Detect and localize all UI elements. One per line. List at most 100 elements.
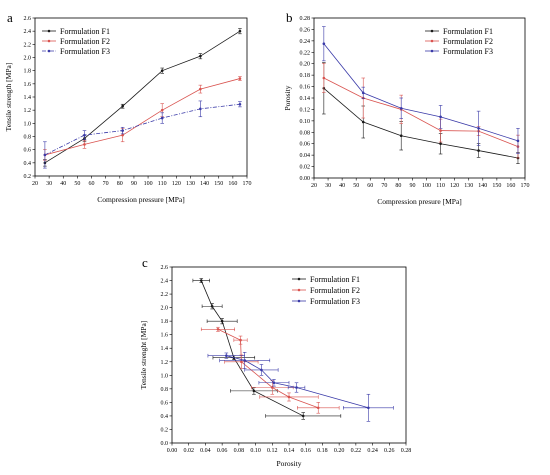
x-tick-label: 50: [353, 183, 359, 189]
legend-label: Formulation F2: [443, 37, 493, 46]
legend-marker: [297, 277, 301, 281]
x-tick-label: 60: [367, 183, 373, 189]
data-point: [199, 107, 202, 111]
x-tick-label: 140: [478, 183, 487, 189]
data-point: [238, 29, 242, 33]
y-tick-label: 0.06: [300, 142, 311, 148]
plot-frame: [313, 17, 526, 179]
x-tick-label: 110: [436, 183, 445, 189]
y-tick-label: 1.6: [161, 333, 169, 339]
x-tick-label: 70: [381, 183, 387, 189]
y-tick-label: 0.10: [300, 119, 311, 125]
y-tick-label: 0.4: [24, 161, 32, 167]
x-tick-label: 30: [325, 183, 331, 189]
data-point: [516, 139, 520, 143]
y-tick-label: 2.0: [24, 56, 32, 62]
series-F1: [322, 62, 520, 165]
x-tick-label: 100: [422, 183, 431, 189]
x-tick-label: 0.00: [167, 448, 178, 454]
legend-label: Formulation F3: [60, 47, 110, 56]
panel-b: 20 30 40 50 60 70 80 90 100 110 120 130 140 150 160 170…: [283, 10, 530, 206]
legend-marker: [47, 29, 51, 33]
data-point: [439, 129, 442, 132]
y-tick-label: 0.18: [300, 73, 311, 79]
y-tick-label: 0.22: [300, 50, 311, 56]
legend-marker: [47, 49, 51, 53]
data-point: [83, 143, 86, 146]
data-point: [260, 368, 263, 372]
legend-item: Formulation F1: [425, 27, 493, 36]
legend-item: Formulation F3: [292, 297, 360, 306]
x-tick-label: 0.14: [284, 448, 295, 454]
data-point: [160, 116, 164, 120]
y-tick-label: 0.2: [161, 427, 169, 433]
x-tick-label: 170: [521, 183, 530, 189]
x-tick-label: 20: [311, 183, 317, 189]
x-tick-label: 140: [200, 181, 209, 187]
data-point: [439, 115, 442, 119]
legend-item: Formulation F1: [292, 275, 360, 284]
panel-a: 20 30 40 50 60 70 80 90 100 110 120 130 140 150 160 170…: [4, 10, 252, 204]
y-tick-label: 0.6: [161, 400, 169, 406]
panel-c: 0.00 0.02 0.04 0.06 0.08 0.10 0.12 0.14 0.16 0.18…: [139, 255, 411, 468]
x-tick-label: 0.06: [217, 448, 228, 454]
series-F3: [43, 100, 242, 169]
x-tick-label: 20: [32, 181, 38, 187]
x-tick-label: 0.12: [267, 448, 278, 454]
x-tick-label: 0.18: [317, 448, 328, 454]
data-point: [287, 395, 291, 399]
data-point: [399, 134, 403, 138]
data-point: [238, 77, 242, 80]
x-tick-label: 120: [450, 183, 459, 189]
x-tick-label: 110: [158, 181, 167, 187]
y-tick-label: 0.8: [24, 135, 32, 141]
data-point: [272, 381, 276, 385]
data-point: [199, 87, 202, 91]
legend-label: Formulation F1: [60, 27, 110, 36]
series-F3: [322, 26, 520, 154]
y-tick-label: 0.00: [300, 176, 311, 182]
y-axis-label: Tensile strenght [MPa]: [139, 321, 148, 390]
y-tick-label: 0.2: [24, 174, 32, 180]
legend-marker: [297, 288, 301, 292]
y-tick-label: 2.4: [161, 279, 169, 285]
data-point: [252, 389, 256, 393]
y-tick-label: 0.04: [300, 153, 311, 159]
legend-label: Formulation F2: [60, 37, 110, 46]
legend-marker: [47, 39, 51, 43]
data-point: [301, 414, 305, 418]
series-line: [323, 77, 519, 147]
data-point: [439, 142, 442, 146]
data-point: [220, 319, 224, 323]
x-tick-label: 150: [492, 183, 501, 189]
panel-letter: b: [286, 10, 293, 25]
data-point: [270, 386, 274, 389]
x-tick-label: 170: [243, 181, 252, 187]
y-tick-label: 2.0: [161, 306, 169, 312]
y-tick-label: 0.24: [300, 39, 311, 45]
series-line: [217, 328, 319, 409]
legend-label: Formulation F2: [310, 286, 360, 295]
y-tick-label: 2.6: [161, 265, 169, 271]
y-tick-label: 0.16: [300, 85, 311, 91]
y-tick-label: 0.6: [24, 148, 32, 154]
data-point: [399, 106, 403, 110]
y-tick-label: 1.8: [24, 69, 32, 75]
x-tick-label: 0.08: [234, 448, 245, 454]
series-line: [44, 30, 241, 164]
data-point: [243, 359, 247, 362]
series-F3: [207, 351, 394, 422]
y-tick-label: 1.0: [161, 373, 169, 379]
data-point: [160, 69, 164, 72]
x-tick-label: 90: [409, 183, 415, 189]
data-point: [210, 304, 214, 308]
legend-marker: [297, 299, 301, 303]
data-point: [238, 102, 242, 106]
y-tick-label: 0.08: [300, 130, 311, 136]
x-tick-label: 0.22: [351, 448, 362, 454]
data-point: [121, 104, 124, 108]
legend-item: Formulation F1: [42, 27, 110, 36]
data-point: [121, 133, 124, 137]
y-tick-label: 0.4: [161, 414, 169, 420]
